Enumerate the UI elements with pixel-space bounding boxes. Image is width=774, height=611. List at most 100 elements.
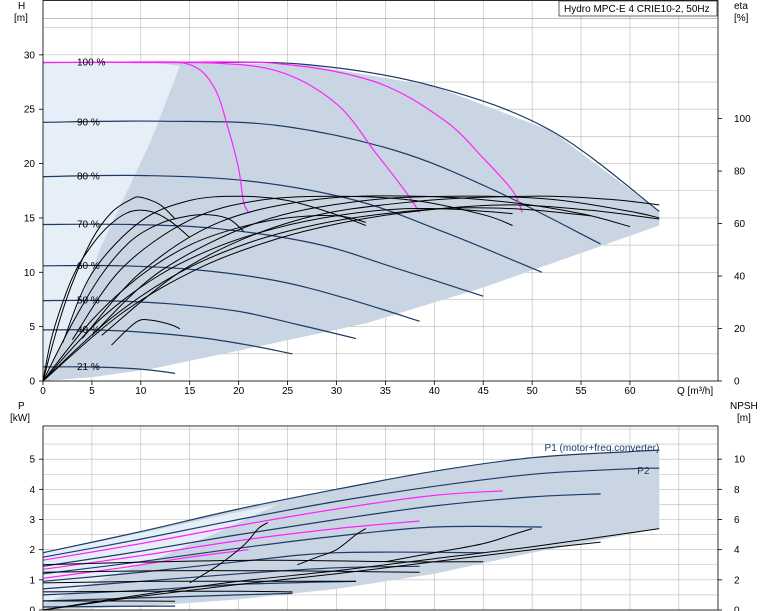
y2-tick-label: 20 [734, 324, 746, 335]
speed-label: 100 % [77, 57, 105, 68]
x-tick-label: 25 [282, 386, 294, 397]
power-axis-ticks: 0 1 2 3 4 5 0 2 4 6 8 10 [29, 455, 745, 611]
power-annotations: P1 (motor+freq.converter) P2 [545, 443, 660, 477]
y-tick-label: 10 [24, 268, 36, 279]
y2-tick-label: 2 [734, 575, 740, 586]
series-line-black-23 [111, 319, 181, 346]
power-panel-frame [42, 425, 719, 611]
series-line-magenta-11 [42, 549, 249, 579]
head-curves [42, 61, 660, 382]
speed-label: 70 % [77, 219, 100, 230]
operating-envelope-light [43, 62, 180, 381]
head-axis-label: H [18, 1, 25, 12]
series-line-21- [42, 366, 176, 374]
y-tick-label: 25 [24, 105, 36, 116]
eta-axis-unit: [%] [734, 13, 749, 24]
series-line-black-12 [42, 528, 660, 611]
series-line-p1-motor-freq-converter- [42, 449, 660, 554]
series-line-black-17 [42, 559, 484, 566]
series-line-navy-4 [42, 551, 484, 582]
series-line-black-18 [62, 195, 366, 344]
series-line-navy-7 [42, 592, 293, 602]
speed-label: 80 % [77, 172, 100, 183]
power-npsh-panel: 0 1 2 3 4 5 0 2 4 6 8 10 P [kW] NPSH [m] P1 (motor+… [10, 401, 758, 611]
series-line-black-12 [42, 213, 244, 382]
series-line-navy-2 [42, 493, 601, 567]
y2-tick-label: 60 [734, 219, 746, 230]
series-line-magenta-9 [42, 490, 503, 561]
series-line-black-15 [297, 528, 367, 566]
series-line-black-20 [81, 195, 631, 339]
y-tick-label: 15 [24, 213, 36, 224]
speed-label: 50 % [77, 296, 100, 307]
speed-label: 60 % [77, 261, 100, 272]
power-annotation: P1 (motor+freq.converter) [545, 443, 660, 454]
y2-tick-label: 6 [734, 515, 740, 526]
series-line-magenta-10 [160, 61, 523, 213]
npsh-axis-label: NPSH [730, 401, 758, 412]
x-tick-label: 0 [40, 386, 46, 397]
series-line-50- [42, 299, 357, 340]
series-line-black-18 [42, 570, 420, 573]
series-line-black-20 [42, 590, 293, 593]
eta-axis-label: eta [734, 1, 748, 12]
y-tick-label: 30 [24, 50, 36, 61]
series-line-black-21 [91, 195, 660, 336]
series-line-black-15 [42, 207, 591, 382]
x-tick-label: 5 [89, 386, 95, 397]
y2-tick-label: 100 [734, 114, 751, 125]
y-tick-label: 5 [29, 322, 35, 333]
series-line-navy-8 [42, 605, 176, 608]
series-line-black-13 [42, 541, 601, 611]
y2-tick-label: 10 [734, 455, 746, 466]
series-line-black-16 [385, 528, 533, 563]
y-tick-label: 4 [29, 485, 35, 496]
series-line-black-22 [101, 195, 660, 336]
power-curves [42, 449, 660, 611]
series-line-black-19 [71, 195, 513, 340]
y-tick-label: 0 [29, 377, 35, 388]
series-line-black-17 [42, 209, 191, 382]
series-line-black-14 [42, 208, 513, 382]
series-line-black-19 [42, 580, 356, 584]
series-line-black-11 [42, 196, 176, 382]
chart-title: Hydro MPC-E 4 CRIE10-2, 50Hz [564, 4, 710, 15]
series-line-60- [42, 264, 420, 322]
power-annotation: P2 [637, 466, 650, 477]
x-tick-label: 45 [478, 386, 490, 397]
y2-tick-label: 0 [734, 606, 740, 611]
y-tick-label: 0 [29, 606, 35, 611]
npsh-axis-unit: [m] [737, 413, 751, 424]
x-tick-label: 20 [233, 386, 245, 397]
speed-labels: 100 % 90 % 80 % 70 % 60 % 50 % 40 % 21 % [77, 57, 105, 372]
series-line-black-14 [189, 522, 269, 584]
head-operating-envelope [43, 62, 660, 381]
flow-axis-label: Q [m³/h] [677, 386, 713, 397]
y-tick-label: 2 [29, 545, 35, 556]
operating-envelope [43, 62, 660, 381]
title-box [558, 0, 718, 17]
y2-tick-label: 80 [734, 167, 746, 178]
series-line-p2 [42, 467, 660, 558]
head-axis-ticks: 0 5 10 15 20 25 30 0 20 40 60 80 100 0 5 10 15 20 25 30 35 40… [24, 50, 751, 397]
y-tick-label: 5 [29, 455, 35, 466]
y-tick-label: 3 [29, 515, 35, 526]
head-axis-unit: [m] [14, 13, 28, 24]
series-line-90- [42, 120, 601, 245]
x-tick-label: 50 [527, 386, 539, 397]
series-line-magenta-10 [42, 520, 420, 570]
series-line-80- [42, 174, 543, 273]
series-line-black-16 [42, 204, 660, 382]
speed-label: 21 % [77, 362, 100, 373]
series-line-black-13 [42, 215, 366, 382]
head-eta-panel: 0 5 10 15 20 25 30 0 20 40 60 80 100 0 5 10 15 20 25 30 35 40… [14, 0, 751, 397]
power-axis-label: P [18, 401, 25, 412]
series-line-70- [42, 223, 484, 297]
x-tick-label: 35 [380, 386, 392, 397]
speed-label: 40 % [77, 325, 100, 336]
y2-tick-label: 8 [734, 485, 740, 496]
y-tick-label: 20 [24, 159, 36, 170]
y2-tick-label: 40 [734, 272, 746, 283]
y2-tick-label: 4 [734, 545, 740, 556]
x-tick-label: 10 [135, 386, 147, 397]
